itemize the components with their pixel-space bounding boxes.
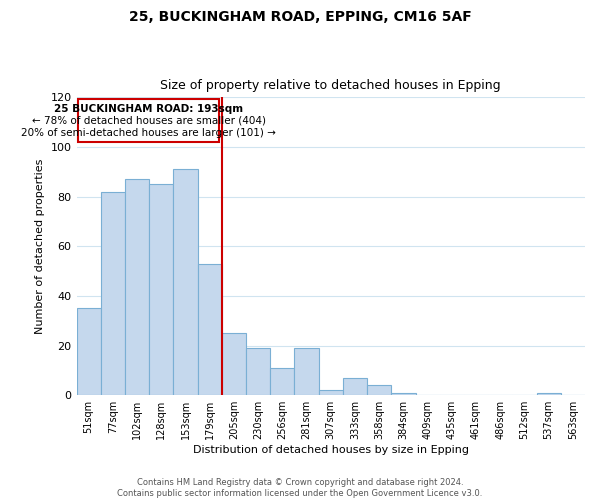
Bar [125,179,149,395]
Bar [319,390,343,395]
Bar [246,348,270,395]
Bar [77,308,101,395]
Bar [101,192,125,395]
Bar [149,184,173,395]
Bar [197,264,222,395]
Bar [270,368,295,395]
Text: 25 BUCKINGHAM ROAD: 193sqm: 25 BUCKINGHAM ROAD: 193sqm [54,104,243,114]
Bar [391,392,416,395]
X-axis label: Distribution of detached houses by size in Epping: Distribution of detached houses by size … [193,445,469,455]
Bar [222,333,246,395]
Text: ← 78% of detached houses are smaller (404): ← 78% of detached houses are smaller (40… [32,116,266,126]
Bar [367,386,391,395]
Bar [536,392,561,395]
Title: Size of property relative to detached houses in Epping: Size of property relative to detached ho… [160,79,501,92]
Bar [295,348,319,395]
Bar [78,98,220,142]
Bar [173,170,197,395]
Bar [343,378,367,395]
Text: Contains HM Land Registry data © Crown copyright and database right 2024.
Contai: Contains HM Land Registry data © Crown c… [118,478,482,498]
Y-axis label: Number of detached properties: Number of detached properties [35,158,45,334]
Text: 25, BUCKINGHAM ROAD, EPPING, CM16 5AF: 25, BUCKINGHAM ROAD, EPPING, CM16 5AF [128,10,472,24]
Text: 20% of semi-detached houses are larger (101) →: 20% of semi-detached houses are larger (… [21,128,276,138]
